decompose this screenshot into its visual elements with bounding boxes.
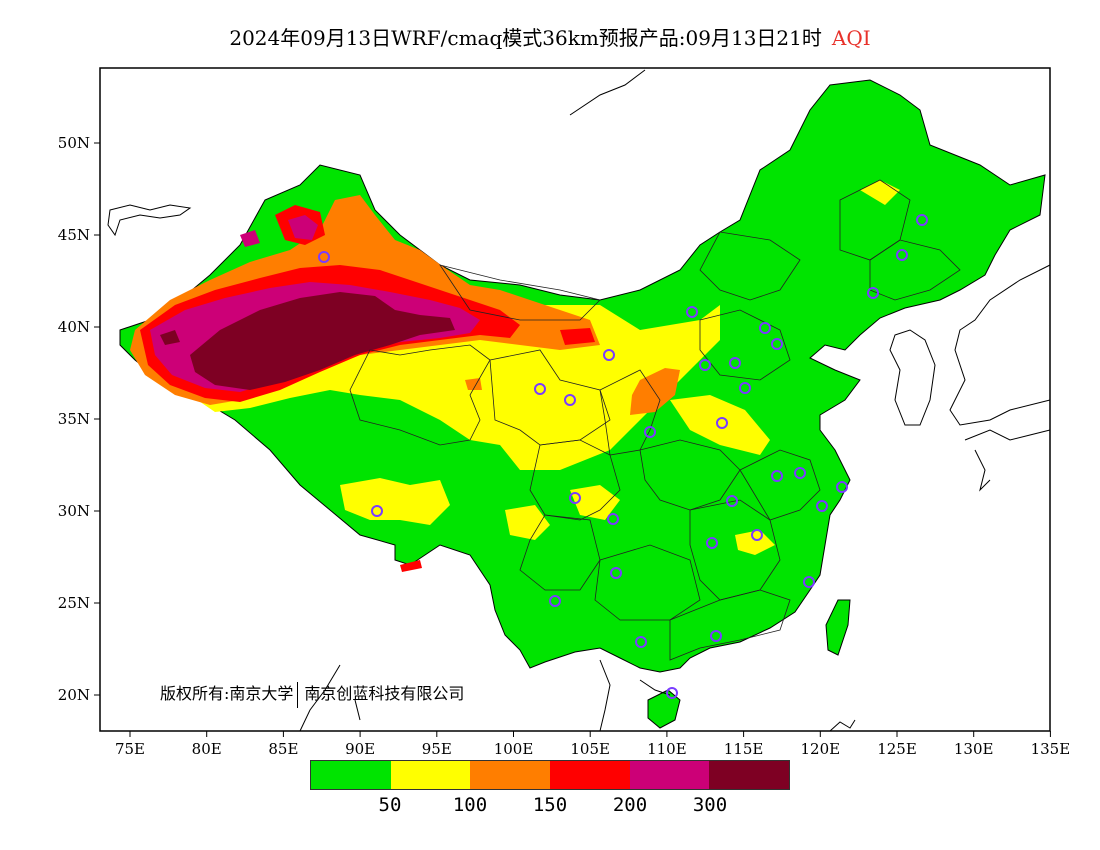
aqi-moderate-southwest: [505, 505, 550, 540]
coastline-korea: [889, 329, 936, 426]
latitude-tick-label: 35N: [58, 410, 90, 428]
latitude-axis: 20N 25N 30N 35N 40N 45N 50N: [58, 134, 100, 704]
latitude-tick-label: 50N: [58, 134, 90, 152]
longitude-tick-label: 90E: [345, 740, 375, 758]
coastline-indochina: [599, 659, 671, 732]
station-marker: [699, 359, 711, 371]
colorbar-segment: [709, 761, 790, 789]
station-marker: [534, 383, 546, 395]
aqi-moderate-north: [670, 395, 770, 455]
latitude-tick-label: 20N: [58, 686, 90, 704]
aqi-colorbar: [310, 760, 790, 790]
station-marker: [610, 567, 622, 579]
title-variable: AQI: [831, 26, 871, 50]
colorbar-label: 50: [378, 794, 402, 816]
longitude-tick-label: 80E: [192, 740, 222, 758]
station-marker: [710, 630, 722, 642]
longitude-tick-label: 125E: [877, 740, 917, 758]
longitude-tick-label: 110E: [647, 740, 687, 758]
colorbar-segment: [629, 761, 710, 789]
station-marker: [836, 481, 848, 493]
longitude-tick-label: 120E: [801, 740, 841, 758]
map-title: 2024年09月13日WRF/cmaq模式36km预报产品:09月13日21时 A…: [0, 22, 1100, 51]
station-marker: [318, 251, 330, 263]
longitude-axis: 75E 80E 85E 90E 95E 100E 105E 110E 115E 120E 125E 1…: [115, 731, 1070, 758]
station-marker: [729, 357, 741, 369]
taiwan-island: [825, 599, 851, 656]
colorbar-segment: [550, 761, 630, 789]
colorbar-segment: [470, 761, 551, 789]
coastline-japan: [949, 264, 1051, 426]
colorbar-label: 300: [692, 794, 728, 816]
aqi-unhealthy-tibet-south: [400, 560, 422, 572]
station-marker: [759, 322, 771, 334]
station-marker: [896, 249, 908, 261]
colorbar-segment: [311, 761, 391, 789]
aqi-moderate-south: [570, 485, 620, 520]
coastline-sakhalin: [569, 69, 646, 116]
station-marker: [706, 537, 718, 549]
longitude-tick-label: 105E: [570, 740, 610, 758]
colorbar-label: 150: [532, 794, 568, 816]
station-marker: [771, 338, 783, 350]
station-marker: [549, 595, 561, 607]
latitude-tick-label: 45N: [58, 226, 90, 244]
station-markers: [318, 214, 928, 699]
aqi-moderate-east: [735, 530, 775, 555]
colorbar-label: 200: [612, 794, 648, 816]
station-marker: [644, 426, 656, 438]
coastline-philippines: [829, 719, 856, 732]
aqi-hazardous-west: [160, 330, 180, 345]
station-marker: [603, 349, 615, 361]
station-marker: [916, 214, 928, 226]
copyright-part2: 南京创蓝科技有限公司: [304, 684, 465, 703]
coastline-bay-of-bengal: [299, 664, 361, 732]
longitude-tick-label: 130E: [954, 740, 994, 758]
copyright-part1: 版权所有:南京大学: [160, 684, 294, 703]
copyright-separator: [297, 681, 299, 708]
station-marker: [867, 287, 879, 299]
plot-frame: [99, 67, 1051, 732]
station-marker: [794, 467, 806, 479]
station-marker: [771, 470, 783, 482]
longitude-tick-label: 100E: [494, 740, 534, 758]
latitude-tick-label: 30N: [58, 502, 90, 520]
station-marker: [816, 500, 828, 512]
aqi-very-unhealthy-west: [240, 230, 260, 247]
coastlines: [107, 69, 1051, 732]
longitude-tick-label: 115E: [724, 740, 764, 758]
station-marker: [635, 636, 647, 648]
longitude-tick-label: 95E: [422, 740, 452, 758]
colorbar-segment: [390, 761, 471, 789]
station-marker: [803, 576, 815, 588]
station-marker: [569, 492, 581, 504]
province-boundaries: [349, 179, 961, 661]
station-marker: [686, 306, 698, 318]
latitude-tick-label: 40N: [58, 318, 90, 336]
station-marker: [751, 529, 763, 541]
aqi-hazardous-taklimakan: [190, 292, 455, 390]
latitude-tick-label: 25N: [58, 594, 90, 612]
station-marker: [607, 513, 619, 525]
station-marker: [666, 687, 678, 699]
station-marker: [716, 417, 728, 429]
station-marker: [726, 495, 738, 507]
aqi-very-unhealthy-dzungaria: [288, 215, 318, 240]
station-marker: [371, 505, 383, 517]
title-main: 2024年09月13日WRF/cmaq模式36km预报产品:09月13日21时: [229, 26, 822, 50]
longitude-tick-label: 135E: [1031, 740, 1071, 758]
aqi-moderate-tibet: [340, 478, 450, 525]
station-marker: [739, 382, 751, 394]
coastline-kyushu: [964, 429, 1051, 492]
aqi-usg-shanxi: [630, 368, 680, 415]
station-marker: [564, 394, 576, 406]
colorbar-label: 100: [452, 794, 488, 816]
aqi-unhealthy-inner-mongolia: [560, 328, 595, 345]
coastline-balkhash: [107, 204, 192, 237]
copyright-notice: 版权所有:南京大学 南京创蓝科技有限公司: [160, 680, 464, 708]
longitude-tick-label: 85E: [268, 740, 298, 758]
longitude-tick-label: 75E: [115, 740, 145, 758]
map-layers: [119, 79, 1046, 729]
